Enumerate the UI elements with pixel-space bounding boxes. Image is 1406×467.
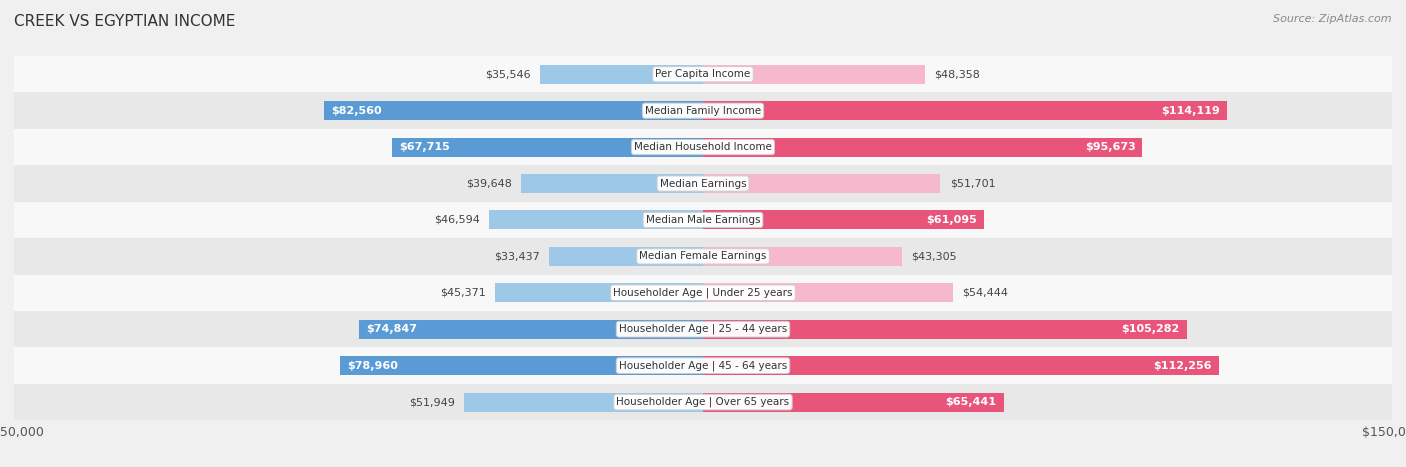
Bar <box>359 320 703 339</box>
Bar <box>489 211 703 229</box>
Bar <box>14 165 1392 202</box>
Bar <box>540 65 703 84</box>
Bar <box>14 311 1392 347</box>
Text: Householder Age | 45 - 64 years: Householder Age | 45 - 64 years <box>619 361 787 371</box>
Text: $45,371: $45,371 <box>440 288 485 298</box>
Text: $67,715: $67,715 <box>399 142 450 152</box>
Text: $78,960: $78,960 <box>347 361 398 371</box>
Text: Median Male Earnings: Median Male Earnings <box>645 215 761 225</box>
Text: $46,594: $46,594 <box>434 215 479 225</box>
Bar <box>14 275 1392 311</box>
Bar <box>703 283 953 302</box>
Text: $35,546: $35,546 <box>485 69 530 79</box>
Bar <box>550 247 703 266</box>
Bar <box>14 92 1392 129</box>
Bar <box>14 202 1392 238</box>
Bar <box>703 65 925 84</box>
Text: Median Female Earnings: Median Female Earnings <box>640 251 766 262</box>
Text: $112,256: $112,256 <box>1153 361 1212 371</box>
Text: Source: ZipAtlas.com: Source: ZipAtlas.com <box>1274 14 1392 24</box>
Text: $48,358: $48,358 <box>935 69 980 79</box>
Text: Householder Age | Under 25 years: Householder Age | Under 25 years <box>613 288 793 298</box>
Bar <box>340 356 703 375</box>
Bar <box>703 393 1004 411</box>
Text: CREEK VS EGYPTIAN INCOME: CREEK VS EGYPTIAN INCOME <box>14 14 235 29</box>
Text: $33,437: $33,437 <box>495 251 540 262</box>
Bar <box>703 356 1219 375</box>
Bar <box>703 174 941 193</box>
Bar <box>323 101 703 120</box>
Text: Median Earnings: Median Earnings <box>659 178 747 189</box>
Text: Householder Age | 25 - 44 years: Householder Age | 25 - 44 years <box>619 324 787 334</box>
Text: $105,282: $105,282 <box>1122 324 1180 334</box>
Text: Median Family Income: Median Family Income <box>645 106 761 116</box>
Bar <box>14 384 1392 420</box>
Text: Median Household Income: Median Household Income <box>634 142 772 152</box>
Text: $74,847: $74,847 <box>366 324 418 334</box>
Text: $39,648: $39,648 <box>465 178 512 189</box>
Text: $65,441: $65,441 <box>946 397 997 407</box>
Bar <box>14 129 1392 165</box>
Text: $51,701: $51,701 <box>949 178 995 189</box>
Text: $82,560: $82,560 <box>330 106 381 116</box>
Bar <box>703 211 984 229</box>
Bar <box>495 283 703 302</box>
Bar <box>464 393 703 411</box>
Text: $54,444: $54,444 <box>962 288 1008 298</box>
Bar <box>392 138 703 156</box>
Text: Per Capita Income: Per Capita Income <box>655 69 751 79</box>
Text: Householder Age | Over 65 years: Householder Age | Over 65 years <box>616 397 790 407</box>
Text: $51,949: $51,949 <box>409 397 456 407</box>
Bar <box>14 347 1392 384</box>
Text: $43,305: $43,305 <box>911 251 956 262</box>
Bar <box>14 56 1392 92</box>
Text: $61,095: $61,095 <box>927 215 977 225</box>
Text: $114,119: $114,119 <box>1161 106 1220 116</box>
Bar <box>703 320 1187 339</box>
Bar <box>703 101 1227 120</box>
Bar <box>14 238 1392 275</box>
Bar <box>703 138 1143 156</box>
Text: $95,673: $95,673 <box>1085 142 1136 152</box>
Bar <box>703 247 901 266</box>
Bar <box>520 174 703 193</box>
